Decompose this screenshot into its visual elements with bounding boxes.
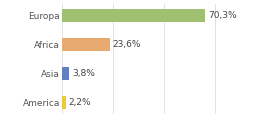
Text: 3,8%: 3,8% — [72, 69, 95, 78]
Text: 2,2%: 2,2% — [69, 98, 91, 107]
Bar — [62, 38, 110, 51]
Text: 70,3%: 70,3% — [208, 11, 236, 20]
Bar — [62, 9, 205, 22]
Bar — [62, 67, 69, 80]
Text: 23,6%: 23,6% — [112, 40, 141, 49]
Bar — [62, 96, 66, 109]
